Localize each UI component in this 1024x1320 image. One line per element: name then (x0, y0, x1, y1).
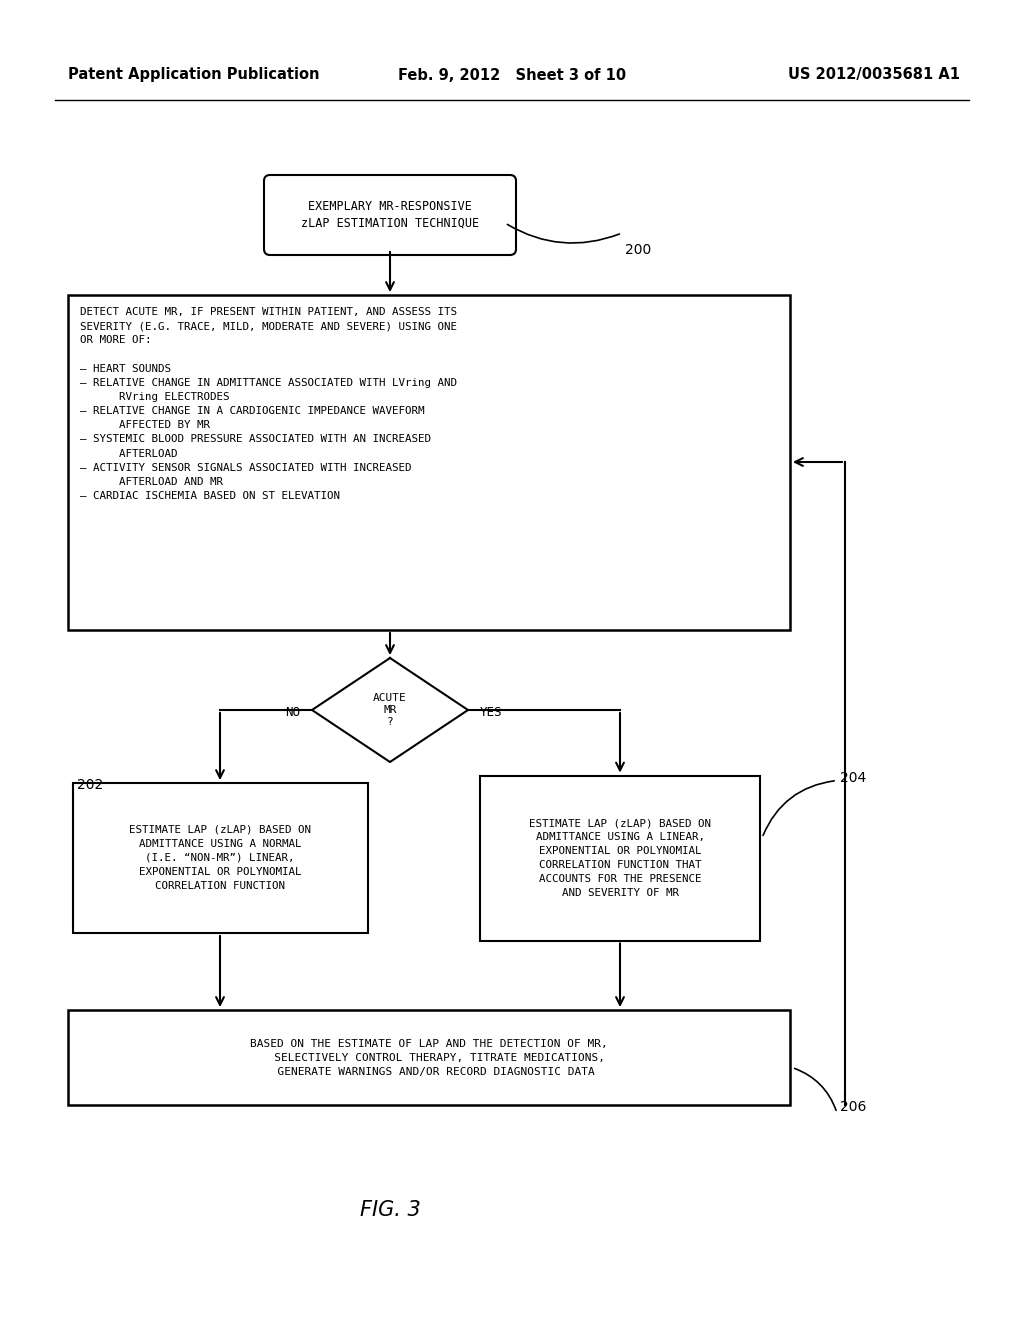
Bar (73, 783, 368, 933)
Text: YES: YES (480, 706, 503, 719)
Text: NO: NO (285, 706, 300, 719)
Text: 200: 200 (625, 243, 651, 257)
Text: ESTIMATE LAP (zLAP) BASED ON
ADMITTANCE USING A LINEAR,
EXPONENTIAL OR POLYNOMIA: ESTIMATE LAP (zLAP) BASED ON ADMITTANCE … (529, 818, 711, 898)
Text: 204: 204 (840, 771, 866, 784)
Text: ESTIMATE LAP (zLAP) BASED ON
ADMITTANCE USING A NORMAL
(I.E. “NON-MR”) LINEAR,
E: ESTIMATE LAP (zLAP) BASED ON ADMITTANCE … (129, 825, 311, 891)
Bar (68, 1010, 790, 1105)
Text: US 2012/0035681 A1: US 2012/0035681 A1 (788, 67, 961, 82)
Text: Patent Application Publication: Patent Application Publication (68, 67, 319, 82)
Text: 202: 202 (78, 777, 103, 792)
FancyBboxPatch shape (264, 176, 516, 255)
Text: FIG. 3: FIG. 3 (359, 1200, 421, 1220)
Text: 206: 206 (840, 1100, 866, 1114)
Text: BASED ON THE ESTIMATE OF LAP AND THE DETECTION OF MR,
   SELECTIVELY CONTROL THE: BASED ON THE ESTIMATE OF LAP AND THE DET… (250, 1039, 608, 1077)
Text: Feb. 9, 2012   Sheet 3 of 10: Feb. 9, 2012 Sheet 3 of 10 (398, 67, 626, 82)
Text: EXEMPLARY MR-RESPONSIVE
zLAP ESTIMATION TECHNIQUE: EXEMPLARY MR-RESPONSIVE zLAP ESTIMATION … (301, 201, 479, 230)
Text: ACUTE
MR
?: ACUTE MR ? (373, 693, 407, 726)
Bar (480, 776, 760, 940)
Text: DETECT ACUTE MR, IF PRESENT WITHIN PATIENT, AND ASSESS ITS
SEVERITY (E.G. TRACE,: DETECT ACUTE MR, IF PRESENT WITHIN PATIE… (80, 308, 457, 502)
Polygon shape (312, 657, 468, 762)
Bar (68, 294, 790, 630)
